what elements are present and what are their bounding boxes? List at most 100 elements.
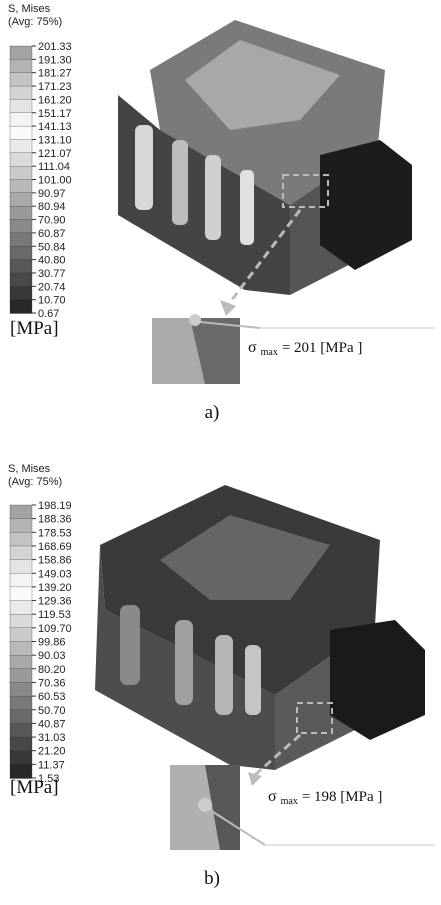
legend-swatch (9, 559, 33, 574)
legend-swatch (9, 45, 33, 61)
legend-unit: [MPa] (10, 777, 59, 798)
legend-swatch (9, 736, 33, 752)
legend-label: 191.30 (38, 54, 72, 66)
legend-label: 171.23 (38, 81, 72, 93)
legend-label: 119.53 (38, 609, 71, 621)
legend-swatch (9, 614, 33, 629)
legend-swatch (9, 259, 33, 274)
annotation-text: = 198 [MPa ] (302, 789, 383, 805)
legend-unit: [MPa] (10, 318, 59, 339)
legend-swatch (9, 750, 33, 766)
legend-swatch (9, 504, 33, 520)
legend-label: 181.27 (38, 68, 72, 80)
stress-annotation: σ max = 201 [MPa ] (248, 339, 362, 358)
legend-swatch (9, 545, 33, 561)
legend-title: S, Mises (8, 3, 51, 15)
legend-swatch (9, 532, 33, 547)
legend-label: 188.36 (38, 514, 72, 526)
legend-label: 80.94 (38, 201, 66, 213)
annotation-subscript: max (281, 796, 298, 807)
legend-label: 90.03 (38, 650, 66, 662)
legend-label: 151.17 (38, 108, 72, 120)
legend-swatch (9, 152, 33, 167)
legend-swatch (9, 179, 33, 194)
legend-label: 11.37 (38, 759, 65, 771)
legend-swatch (9, 192, 33, 207)
annotation-subscript: max (261, 347, 278, 358)
legend-swatch (9, 641, 33, 656)
caption: a) (205, 402, 220, 423)
legend-label: 178.53 (38, 527, 72, 539)
legend-label: 129.36 (38, 596, 72, 608)
legend-label: 158.86 (38, 555, 72, 567)
legend-swatch (9, 627, 33, 643)
legend-swatch (9, 246, 33, 261)
legend-swatch (9, 85, 33, 101)
legend-label: 149.03 (38, 568, 72, 580)
legend-label: 31.03 (38, 732, 66, 744)
legend-swatch (9, 682, 33, 697)
legend-label: 198.19 (38, 500, 72, 512)
legend-label: 60.87 (38, 228, 66, 240)
legend-label: 50.70 (38, 705, 66, 717)
legend-subtitle: (Avg: 75%) (8, 476, 62, 488)
legend-swatch (9, 232, 33, 247)
legend-swatch (9, 695, 33, 711)
legend-title: S, Mises (8, 463, 51, 475)
legend-label: 168.69 (38, 541, 72, 553)
legend-label: 139.20 (38, 582, 72, 594)
caption: b) (204, 868, 220, 889)
legend-swatch (9, 272, 33, 287)
stress-annotation: σ max = 198 [MPa ] (268, 788, 382, 807)
legend-swatch (9, 764, 33, 779)
legend-swatch (9, 655, 33, 670)
legend-swatch (9, 518, 33, 533)
legend-label: 40.80 (38, 255, 66, 267)
model-render-b (95, 485, 435, 850)
legend-swatch (9, 99, 33, 114)
legend-swatch (9, 206, 33, 221)
legend-swatch (9, 299, 33, 314)
legend-label: 10.70 (38, 295, 66, 307)
legend-label: 111.04 (38, 161, 70, 173)
legend-label: 201.33 (38, 41, 72, 53)
annotation-symbol: σ (268, 788, 277, 805)
legend-swatch (9, 125, 33, 141)
legend-label: 99.86 (38, 637, 66, 649)
legend-swatch (9, 219, 33, 234)
legend-swatch (9, 709, 33, 725)
legend-label: 121.07 (38, 148, 72, 160)
legend-label: 70.90 (38, 215, 66, 227)
legend-label: 50.84 (38, 241, 66, 253)
legend-label: 0.67 (38, 308, 59, 320)
legend-label: 101.00 (38, 175, 72, 187)
model-render-a (118, 20, 435, 384)
legend-swatch (9, 59, 33, 74)
legend-label: 30.77 (38, 268, 66, 280)
annotation-text: = 201 [MPa ] (282, 340, 363, 356)
legend-label: 20.74 (38, 281, 66, 293)
legend-swatch (9, 668, 33, 684)
legend-swatch (9, 286, 33, 301)
legend-label: 131.10 (38, 134, 72, 146)
legend-label: 40.87 (38, 718, 66, 730)
legend-swatch (9, 586, 33, 602)
legend-label: 80.20 (38, 664, 66, 676)
legend-label: 60.53 (38, 691, 66, 703)
legend-swatch (9, 600, 33, 615)
legend-swatch (9, 139, 33, 154)
legend-label: 1.53 (38, 773, 59, 785)
legend-label: 109.70 (38, 623, 72, 635)
legend-label: 161.20 (38, 94, 72, 106)
legend-swatch (9, 72, 33, 87)
legend-swatch (9, 165, 33, 181)
legend-label: 21.20 (38, 746, 66, 758)
legend-swatch (9, 723, 33, 738)
annotation-symbol: σ (248, 339, 257, 356)
legend-label: 70.36 (38, 677, 66, 689)
legend-label: 90.97 (38, 188, 66, 200)
legend-subtitle: (Avg: 75%) (8, 16, 62, 28)
legend-swatch (9, 112, 33, 127)
legend-swatch (9, 573, 33, 588)
